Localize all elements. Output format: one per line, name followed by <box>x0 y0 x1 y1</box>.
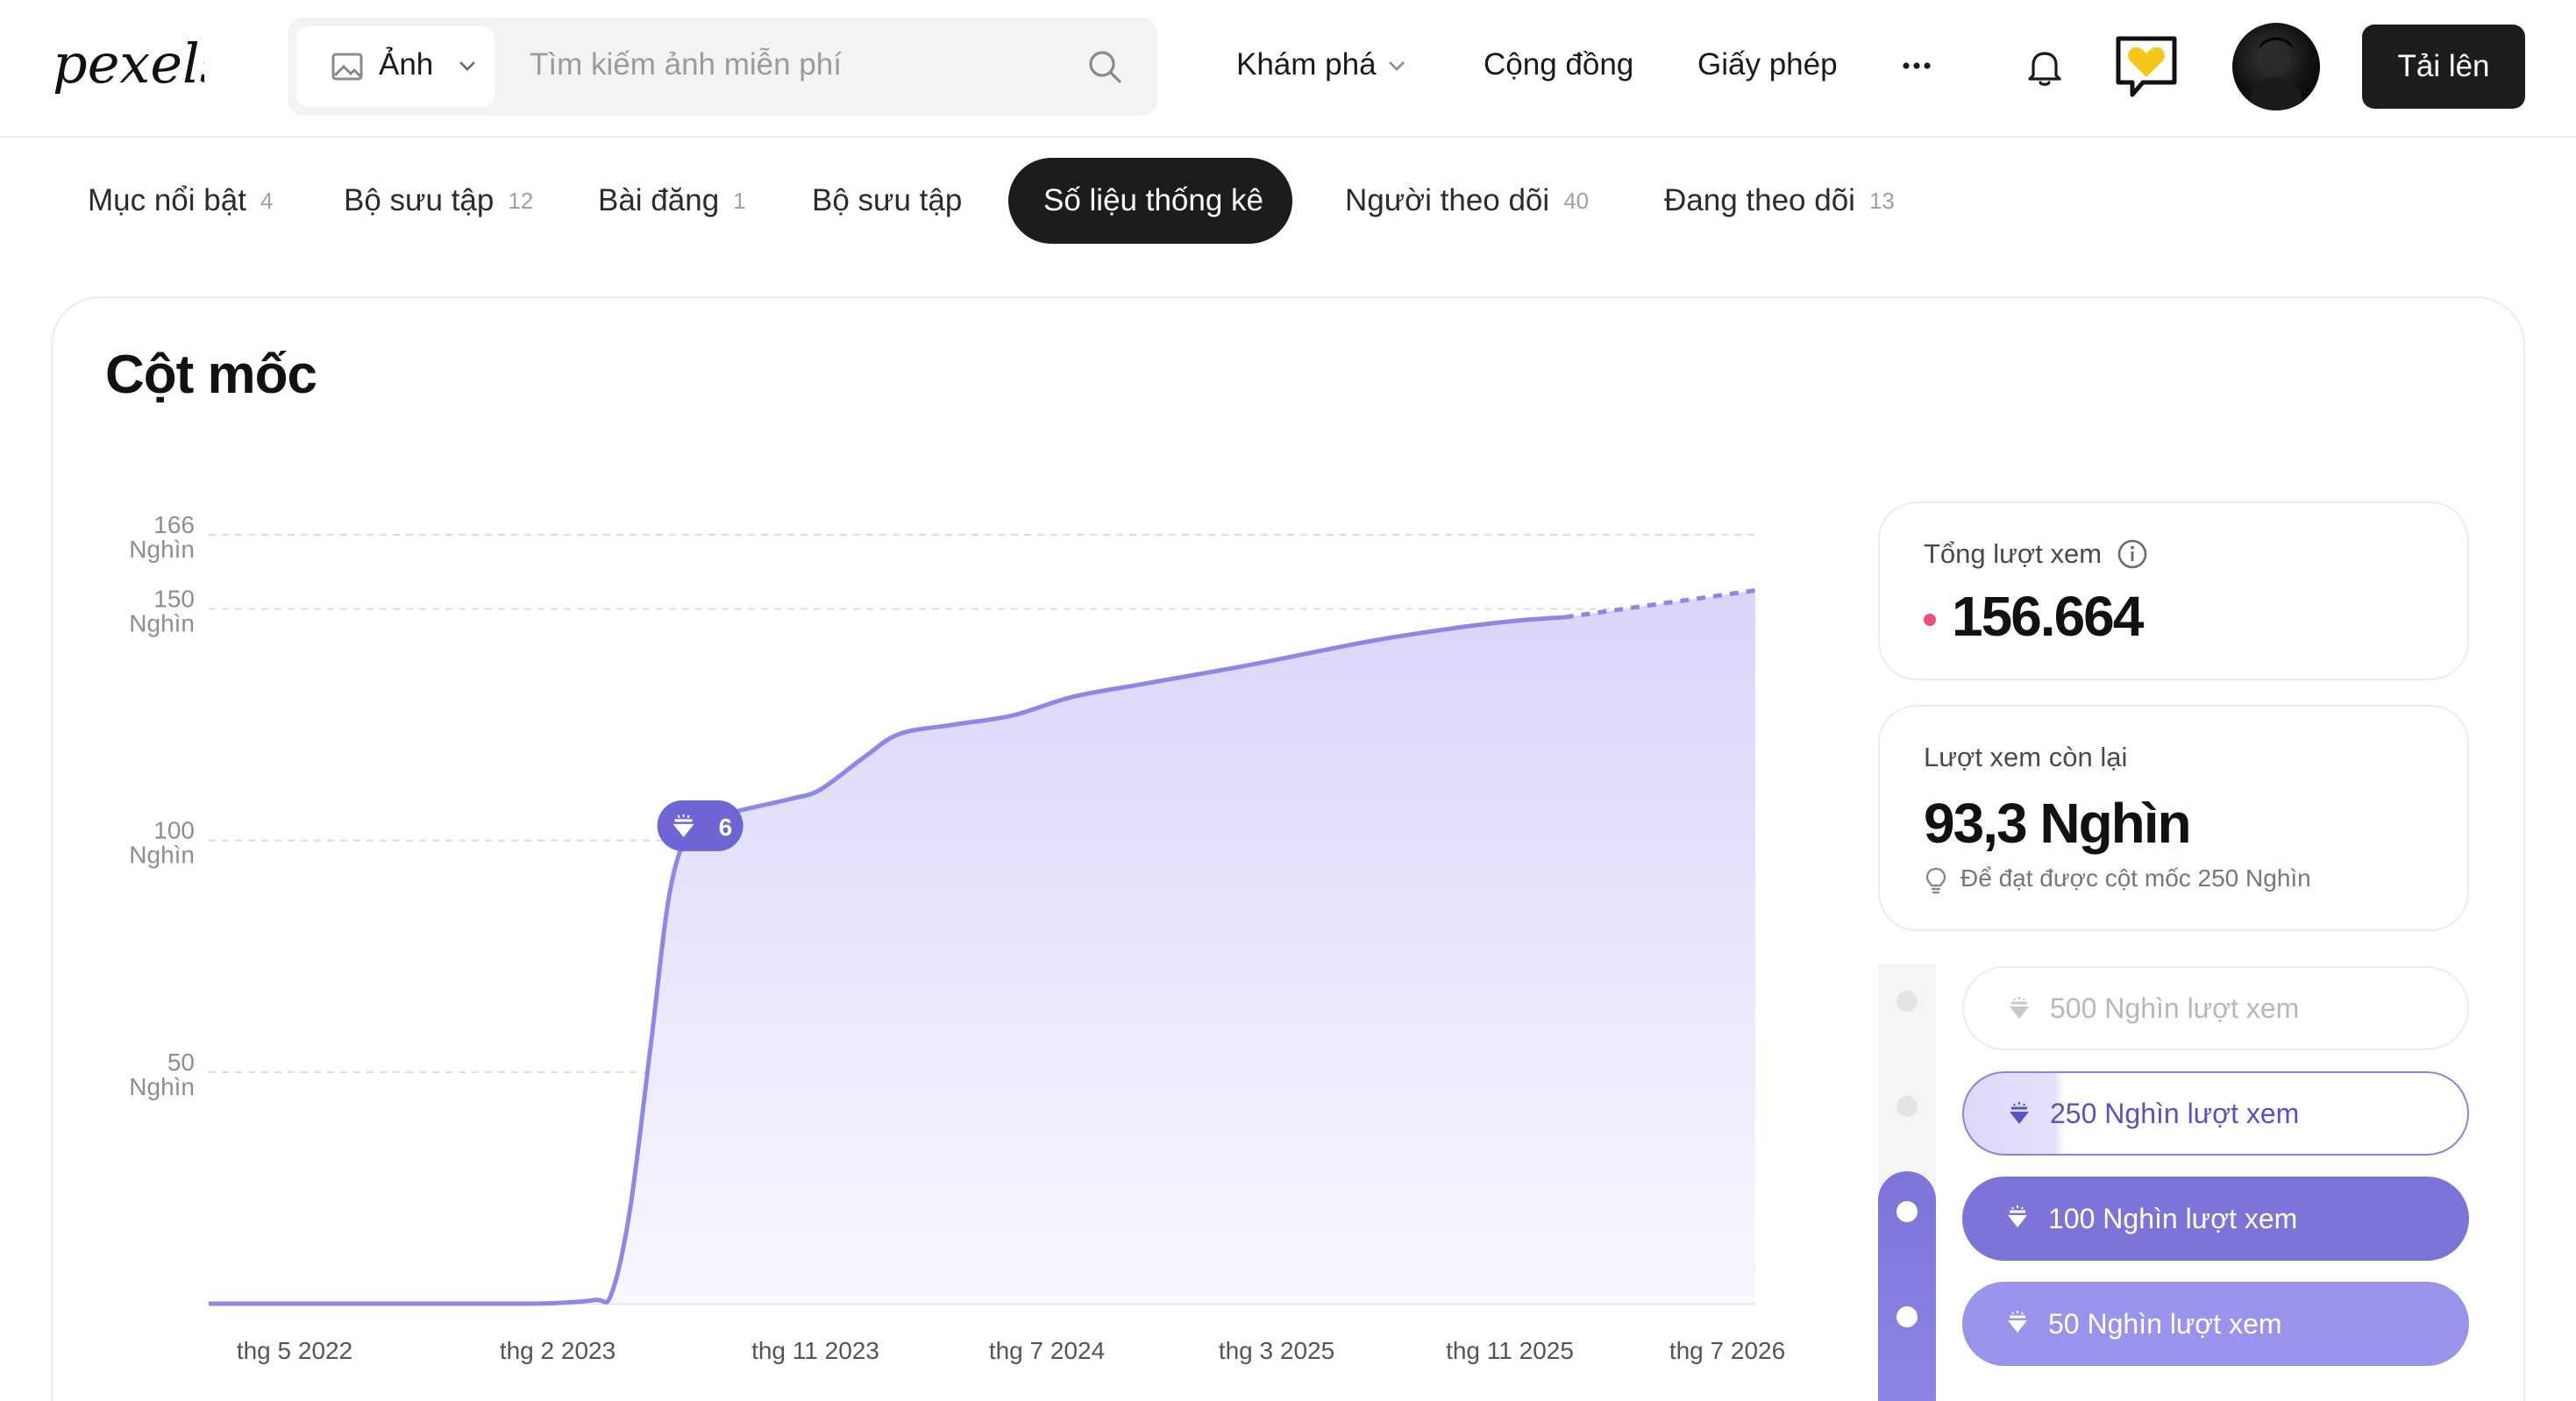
bell-icon[interactable] <box>2025 47 2064 88</box>
milestone-dot <box>1896 1306 1918 1327</box>
avatar-silhouette-icon <box>2248 37 2304 110</box>
search-bar: Ảnh <box>288 18 1157 116</box>
tab-count: 13 <box>1868 187 1895 214</box>
remaining-views-label: Lượt xem còn lại <box>1924 742 2128 772</box>
tab-count: 1 <box>733 187 746 214</box>
tab-label: Đang theo dõi <box>1664 183 1855 217</box>
milestone-500k[interactable]: 500 Nghìn lượt xem <box>1962 966 2469 1050</box>
heart-chat-icon[interactable] <box>2111 32 2181 102</box>
nav-explore[interactable]: Khám phá <box>1236 47 1377 82</box>
milestone-250k[interactable]: 250 Nghìn lượt xem <box>1962 1071 2469 1156</box>
chevron-down-icon <box>459 61 475 71</box>
card-title: Cột mốc <box>105 345 317 405</box>
diamond-icon <box>2008 1205 2027 1227</box>
search-icon[interactable] <box>1085 47 1124 86</box>
milestone-dot <box>1896 1201 1918 1222</box>
milestone-label: 100 Nghìn lượt xem <box>2048 1202 2298 1234</box>
status-dot <box>1924 614 1936 626</box>
search-type-label: Ảnh <box>379 47 434 82</box>
tab-following[interactable]: Đang theo dõi 13 <box>1664 158 1895 244</box>
milestone-100k[interactable]: 100 Nghìn lượt xem <box>1962 1177 2469 1261</box>
tab-label: Bài đăng <box>598 183 720 217</box>
total-views-box: Tổng lượt xem 156.664 <box>1878 501 2469 680</box>
tab-count: 4 <box>260 187 274 214</box>
diamond-icon <box>2008 1311 2027 1333</box>
avatar[interactable] <box>2232 23 2320 110</box>
tab-count: 12 <box>508 187 534 214</box>
more-icon[interactable] <box>1901 53 1932 79</box>
nav-license[interactable]: Giấy phép <box>1697 47 1838 82</box>
diamond-icon <box>2010 1102 2029 1124</box>
milestone-label: 50 Nghìn lượt xem <box>2048 1307 2282 1340</box>
tab-statistics[interactable]: Số liệu thống kê <box>1008 158 1292 244</box>
lightbulb-icon <box>1925 867 1946 894</box>
nav-community[interactable]: Cộng đồng <box>1484 47 1634 82</box>
total-views-value: 156.664 <box>1952 585 2144 648</box>
diamond-icon <box>2010 997 2029 1019</box>
remaining-views-box: Lượt xem còn lại 93,3 Nghìn Để đạt được … <box>1878 705 2469 931</box>
tab-label: Người theo dõi <box>1345 183 1550 217</box>
tab-followers[interactable]: Người theo dõi 40 <box>1345 158 1589 244</box>
remaining-views-value: 93,3 Nghìn <box>1924 792 2192 855</box>
pexels-logo[interactable]: pexels <box>51 25 204 103</box>
chevron-down-icon[interactable] <box>1385 54 1408 77</box>
tab-label: Số liệu thống kê <box>1043 183 1264 217</box>
search-input[interactable] <box>530 39 1073 91</box>
milestone-dot <box>1896 1096 1918 1117</box>
milestone-dot <box>1896 991 1918 1012</box>
top-header: pexels Ảnh Khám phá Cộng đồng Giấy phép <box>0 0 2576 138</box>
tab-label: Bộ sưu tập <box>344 183 495 217</box>
total-views-label: Tổng lượt xem <box>1924 538 2103 569</box>
remaining-hint: Để đạt được cột mốc 250 Nghìn <box>1960 864 2311 892</box>
search-type-dropdown[interactable]: Ảnh <box>296 26 495 107</box>
tab-label: Bộ sưu tập <box>812 183 963 217</box>
tab-posts[interactable]: Bài đăng 1 <box>598 158 746 244</box>
milestone-label: 500 Nghìn lượt xem <box>2050 992 2300 1024</box>
info-icon[interactable] <box>2117 538 2148 570</box>
tab-collections[interactable]: Bộ sưu tập 12 <box>344 158 533 244</box>
milestone-label: 250 Nghìn lượt xem <box>2050 1097 2300 1129</box>
milestone-50k[interactable]: 50 Nghìn lượt xem <box>1962 1282 2469 1366</box>
tab-count: 40 <box>1563 187 1590 214</box>
upload-button[interactable]: Tải lên <box>2362 25 2525 109</box>
image-icon <box>331 53 363 81</box>
tab-featured[interactable]: Mục nổi bật 4 <box>88 158 273 244</box>
tab-label: Mục nổi bật <box>88 183 246 217</box>
logo-text: pexels <box>53 32 204 96</box>
tab-collections-2[interactable]: Bộ sưu tập <box>812 158 962 244</box>
